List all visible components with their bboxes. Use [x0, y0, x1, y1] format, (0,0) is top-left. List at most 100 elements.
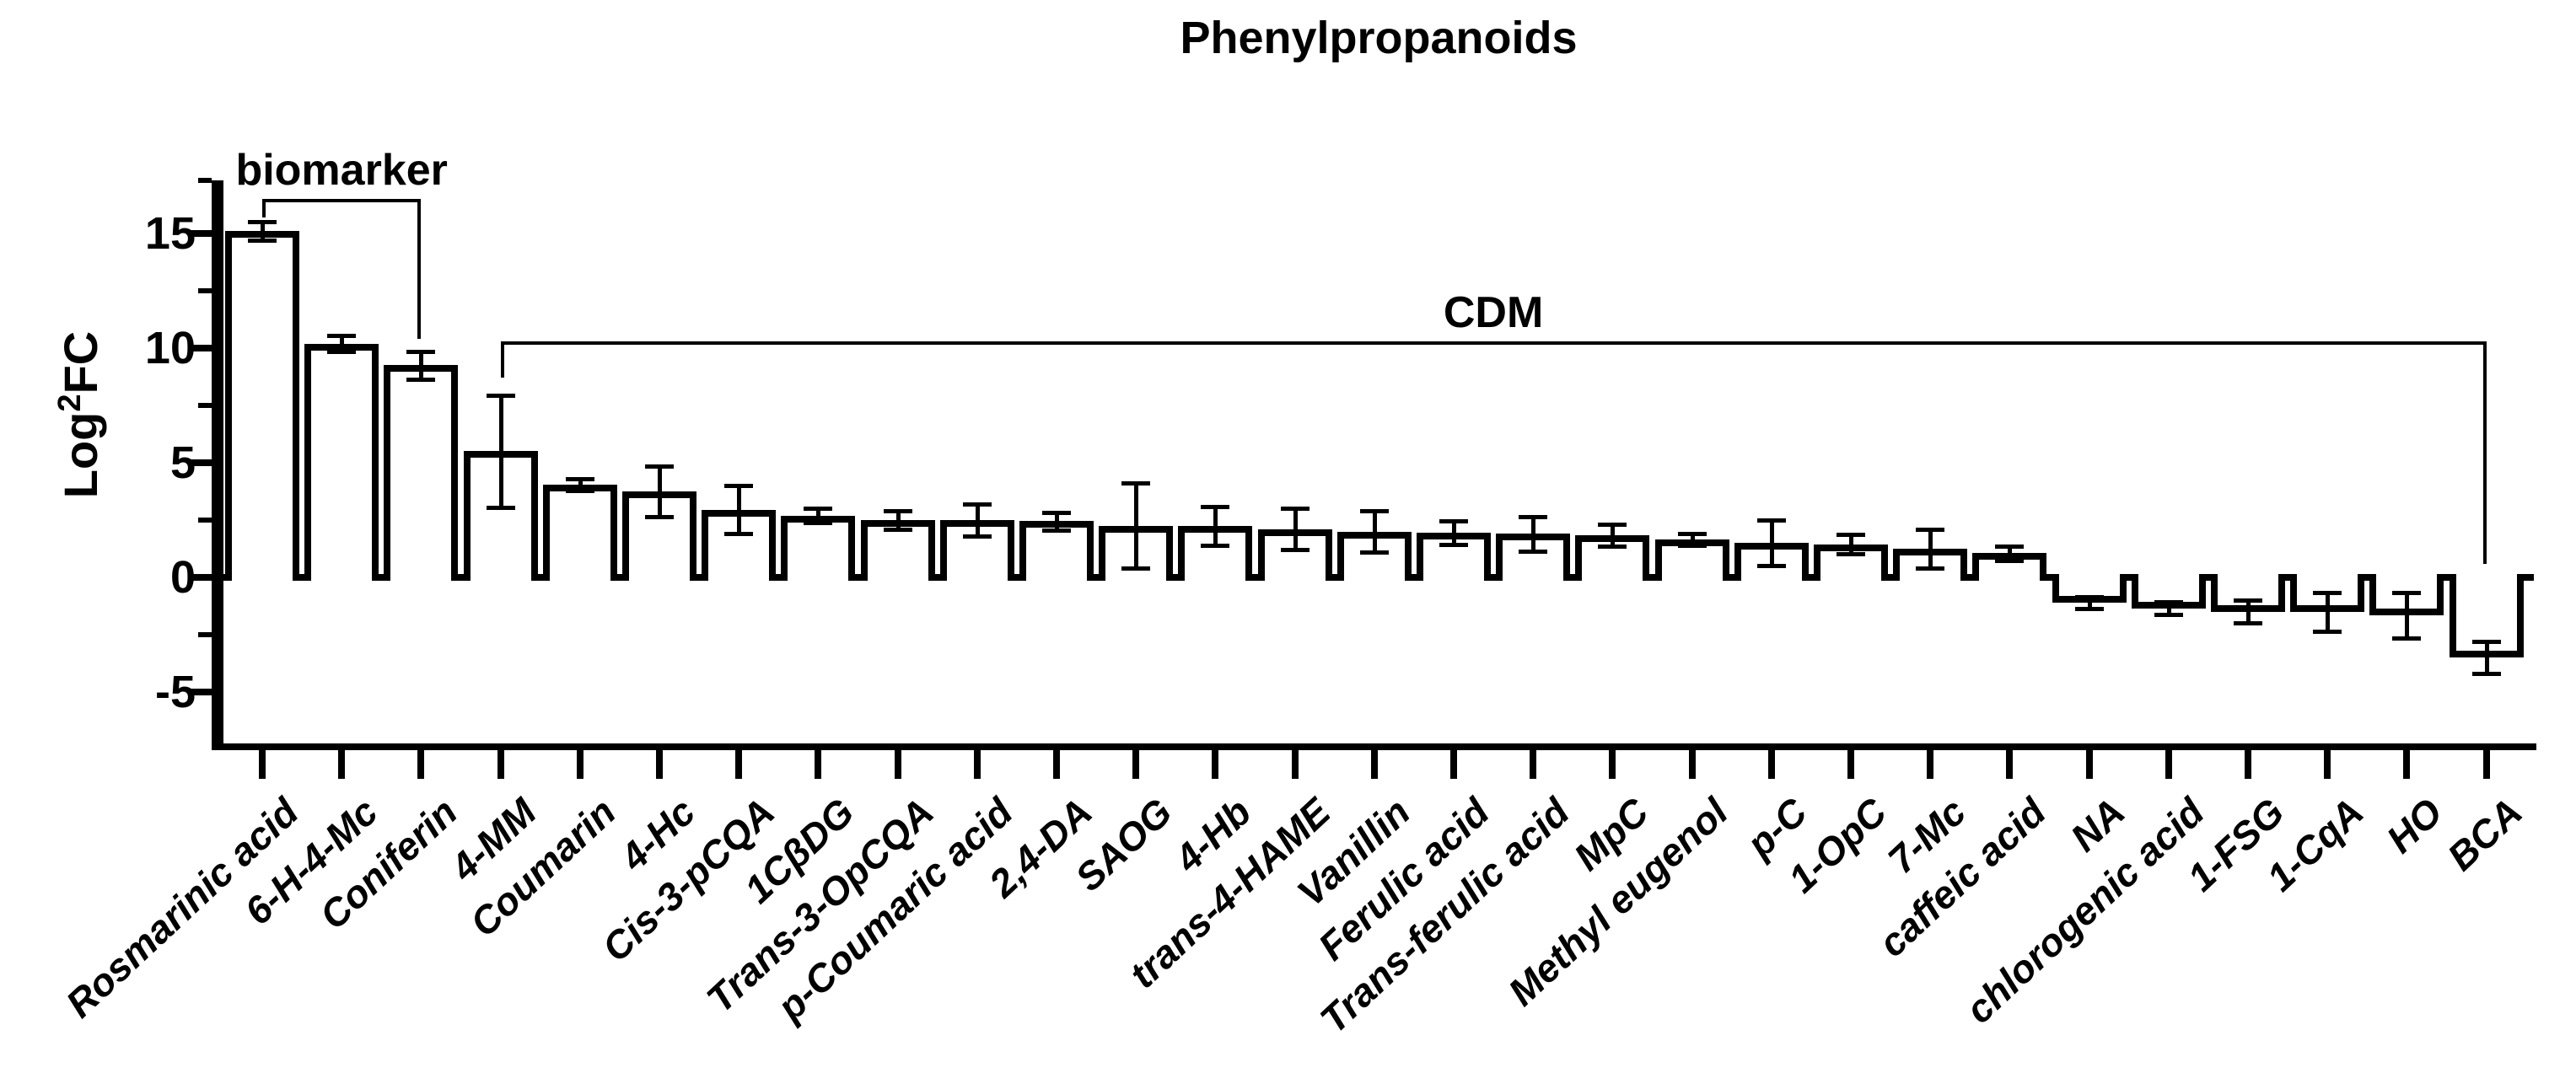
error-bar-cap-top — [1519, 514, 1548, 519]
error-bar-cap-top — [1280, 507, 1310, 512]
x-tick — [1847, 750, 1854, 779]
bracket-left-drop-biomarker — [262, 199, 266, 217]
error-bar-line — [1293, 508, 1298, 550]
x-tick — [1688, 750, 1696, 779]
error-bar-cap-bottom — [1201, 543, 1230, 548]
x-tick — [2245, 750, 2251, 779]
error-bar-cap-bottom — [1837, 551, 1865, 556]
x-tick — [1927, 750, 1934, 779]
error-bar-cap-bottom — [1756, 564, 1786, 569]
error-bar-line — [2484, 641, 2489, 674]
error-bar-line — [498, 394, 503, 508]
error-bar-cap-bottom — [1916, 566, 1945, 571]
x-tick — [2324, 750, 2331, 779]
error-bar-cap-bottom — [2154, 613, 2183, 618]
x-tick — [656, 750, 663, 779]
error-bar-line — [340, 335, 345, 352]
error-bar-cap-top — [1756, 518, 1786, 523]
error-bar-cap-top — [486, 393, 515, 398]
error-bar-line — [816, 508, 821, 523]
error-bar-line — [1055, 512, 1059, 530]
x-tick — [2006, 750, 2014, 779]
x-tick — [1767, 750, 1775, 779]
y-tick-label: 10 — [144, 323, 196, 373]
x-tick — [735, 750, 743, 779]
x-tick — [2165, 750, 2172, 779]
x-tick — [417, 750, 425, 779]
error-bar-cap-bottom — [406, 377, 436, 382]
x-tick — [1530, 750, 1537, 779]
error-bar-line — [1372, 511, 1377, 553]
error-bar-line — [1690, 534, 1695, 546]
x-tick — [894, 750, 901, 779]
bar — [304, 343, 379, 581]
y-major-tick — [190, 230, 212, 237]
error-bar-cap-bottom — [1677, 544, 1707, 549]
error-bar-line — [1213, 506, 1218, 545]
y-tick-label: 15 — [144, 208, 196, 259]
error-bar-line — [658, 466, 662, 517]
error-bar-cap-bottom — [2471, 672, 2501, 677]
error-bar-line — [1531, 516, 1536, 551]
x-tick — [1212, 750, 1219, 779]
bracket-right-drop-cdm — [2482, 341, 2487, 564]
error-bar-line — [1611, 523, 1616, 546]
error-bar-cap-bottom — [1121, 566, 1151, 571]
error-bar-cap-bottom — [962, 534, 992, 539]
error-bar-cap-top — [962, 502, 992, 507]
y-major-tick — [190, 574, 212, 581]
error-bar-cap-bottom — [645, 514, 674, 519]
y-axis-label-exponent: 2 — [52, 394, 89, 412]
error-bar-cap-top — [1042, 511, 1071, 516]
error-bar-cap-bottom — [327, 350, 357, 355]
error-bar-cap-top — [2313, 590, 2342, 595]
y-major-tick — [190, 345, 212, 351]
error-bar-line — [1769, 520, 1774, 566]
y-minor-tick — [198, 178, 212, 184]
error-bar-line — [895, 511, 901, 529]
error-bar-cap-bottom — [565, 488, 594, 493]
error-bar-line — [2166, 602, 2171, 615]
x-tick — [1053, 750, 1060, 779]
error-bar-cap-bottom — [1280, 548, 1310, 553]
x-tick — [2085, 750, 2093, 779]
error-bar-cap-top — [1359, 509, 1389, 514]
bracket-left-drop-cdm — [500, 341, 504, 378]
error-bar-line — [2326, 592, 2331, 631]
error-bar-cap-bottom — [2392, 636, 2422, 641]
y-minor-tick — [198, 288, 212, 293]
x-tick — [1291, 750, 1299, 779]
error-bar-line — [975, 503, 980, 537]
error-bar-line — [2008, 546, 2013, 561]
error-bar-line — [1452, 521, 1456, 545]
error-bar-line — [737, 486, 742, 534]
x-tick — [1370, 750, 1378, 779]
error-bar-line — [1849, 534, 1853, 554]
x-tick — [973, 750, 981, 779]
x-tick — [338, 750, 346, 779]
y-axis-line — [212, 180, 223, 750]
y-major-tick — [190, 689, 212, 695]
y-major-tick — [190, 459, 212, 466]
error-bar-cap-bottom — [2234, 621, 2262, 626]
chart-title: Phenylpropanoids — [1180, 13, 1578, 63]
bracket-line-biomarker — [262, 199, 422, 203]
error-bar-cap-top — [2074, 595, 2104, 600]
error-bar-cap-bottom — [2313, 629, 2342, 634]
error-bar-cap-bottom — [1519, 549, 1548, 554]
error-bar-cap-bottom — [1042, 528, 1071, 533]
y-tick-label: 5 — [169, 437, 196, 488]
error-bar-cap-top — [1837, 533, 1865, 538]
error-bar-cap-top — [645, 464, 674, 469]
error-bar-cap-top — [406, 350, 436, 355]
error-bar-cap-bottom — [1995, 558, 2025, 563]
x-category-label-text: HO — [2378, 789, 2451, 861]
error-bar-cap-top — [2392, 590, 2422, 595]
error-bar-cap-top — [883, 509, 912, 514]
x-tick — [1132, 750, 1140, 779]
error-bar-line — [1928, 528, 1933, 569]
error-bar-line — [2246, 600, 2251, 624]
x-tick — [2482, 750, 2490, 779]
bar — [542, 484, 617, 581]
